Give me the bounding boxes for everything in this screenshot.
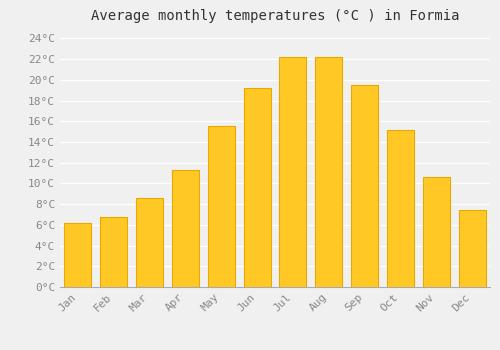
Bar — [316, 57, 342, 287]
Bar — [136, 198, 163, 287]
Bar — [244, 88, 270, 287]
Bar — [208, 126, 234, 287]
Bar — [100, 217, 127, 287]
Bar — [387, 130, 414, 287]
Bar — [423, 177, 450, 287]
Bar — [351, 85, 378, 287]
Bar — [458, 210, 485, 287]
Bar — [172, 170, 199, 287]
Title: Average monthly temperatures (°C ) in Formia: Average monthly temperatures (°C ) in Fo… — [91, 9, 459, 23]
Bar — [64, 223, 92, 287]
Bar — [280, 57, 306, 287]
